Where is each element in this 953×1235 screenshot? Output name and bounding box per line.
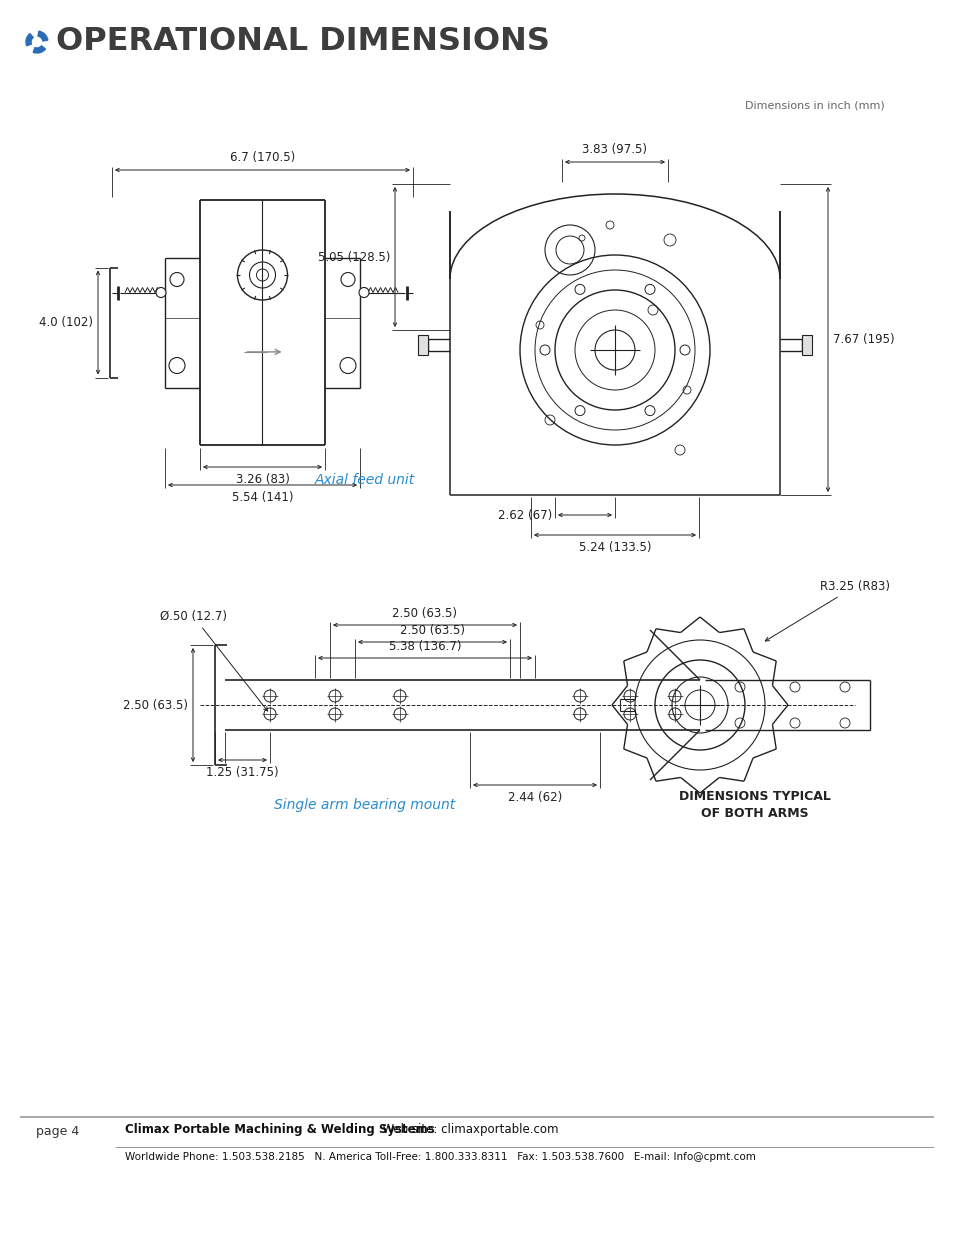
Text: 5.38 (136.7): 5.38 (136.7) [388, 640, 460, 653]
Text: Web site: climaxportable.com: Web site: climaxportable.com [375, 1123, 558, 1135]
Bar [417, 335, 428, 354]
Text: 2.62 (67): 2.62 (67) [497, 509, 552, 521]
Text: 2.50 (63.5): 2.50 (63.5) [399, 624, 464, 637]
Text: 1.25 (31.75): 1.25 (31.75) [206, 766, 278, 779]
Text: 2.50 (63.5): 2.50 (63.5) [123, 699, 188, 711]
Text: OPERATIONAL DIMENSIONS: OPERATIONAL DIMENSIONS [56, 26, 549, 58]
Text: 6.7 (170.5): 6.7 (170.5) [230, 151, 294, 164]
Circle shape [156, 288, 166, 298]
Circle shape [358, 288, 369, 298]
Text: Single arm bearing mount: Single arm bearing mount [274, 798, 456, 811]
Text: Climax Portable Machining & Welding Systems: Climax Portable Machining & Welding Syst… [125, 1123, 435, 1135]
Text: 2.44 (62): 2.44 (62) [507, 790, 561, 804]
Text: page 4: page 4 [36, 1125, 79, 1139]
Text: 3.26 (83): 3.26 (83) [235, 473, 289, 487]
Bar [801, 335, 811, 354]
Text: 7.67 (195): 7.67 (195) [832, 333, 894, 346]
Text: R3.25 (R83): R3.25 (R83) [764, 580, 889, 641]
Text: 5.24 (133.5): 5.24 (133.5) [578, 541, 651, 555]
Wedge shape [33, 46, 46, 53]
Text: Dimensions in inch (mm): Dimensions in inch (mm) [744, 100, 883, 110]
Text: 5.54 (141): 5.54 (141) [232, 492, 293, 504]
Text: 4.0 (102): 4.0 (102) [39, 316, 92, 329]
Text: Axial feed unit: Axial feed unit [314, 473, 415, 487]
Text: 2.50 (63.5): 2.50 (63.5) [392, 606, 457, 620]
Text: Worldwide Phone: 1.503.538.2185   N. America Toll-Free: 1.800.333.8311   Fax: 1.: Worldwide Phone: 1.503.538.2185 N. Ameri… [125, 1152, 755, 1162]
Wedge shape [26, 33, 33, 46]
Text: 5.05 (128.5): 5.05 (128.5) [317, 251, 390, 263]
Text: 3.83 (97.5): 3.83 (97.5) [582, 143, 647, 156]
Wedge shape [38, 31, 48, 41]
Text: Ø.50 (12.7): Ø.50 (12.7) [160, 610, 268, 711]
Text: DIMENSIONS TYPICAL
OF BOTH ARMS: DIMENSIONS TYPICAL OF BOTH ARMS [679, 790, 830, 820]
